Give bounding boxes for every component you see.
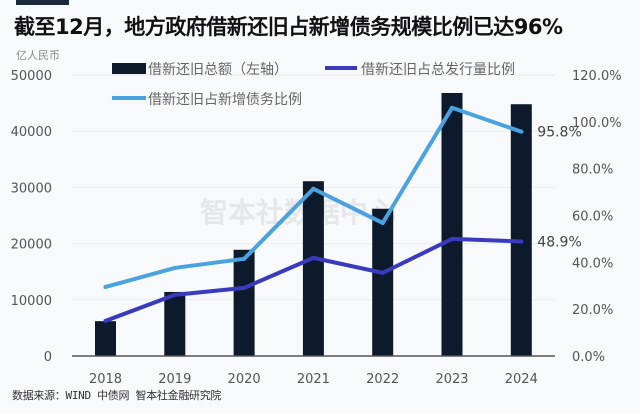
right-axis-tick-label: 100.0% [572, 116, 622, 131]
watermark: 智本社数据中心 [200, 196, 396, 229]
legend-item-total[interactable]: 借新还旧总额（左轴） [112, 62, 288, 78]
left-axis-tick-label: 50000 [11, 69, 52, 84]
line-point [103, 284, 108, 289]
x-axis-tick-label: 2024 [505, 372, 538, 387]
bar-series [95, 92, 532, 356]
right-axis-ticks: 0.0% 20.0% 40.0% 60.0% 80.0% 100.0% 120.0% [572, 69, 622, 365]
legend-swatch-bar [112, 63, 146, 74]
bar-2022[interactable] [372, 208, 394, 356]
x-axis-tick-label: 2019 [158, 372, 191, 387]
line-point [172, 265, 177, 270]
line-point [172, 292, 177, 297]
x-axis-ticks: 2018 2019 2020 2021 2022 2023 2024 [89, 372, 538, 387]
line-point [103, 318, 108, 323]
legend-label-total-ratio: 借新还旧占总发行量比例 [361, 62, 515, 78]
title-accent-bar [16, 0, 69, 5]
right-axis-tick-label: 120.0% [572, 69, 622, 84]
data-labels: 95.8% 48.9% [537, 125, 581, 251]
bar-2023[interactable] [441, 92, 463, 356]
left-axis-tick-label: 10000 [11, 294, 52, 309]
line-series [103, 105, 524, 323]
legend-item-new-debt-ratio[interactable]: 借新还旧占新增债务比例 [112, 92, 302, 108]
data-label: 95.8% [537, 125, 581, 141]
line-point [450, 105, 454, 110]
line-point [380, 270, 385, 275]
data-label: 48.9% [537, 234, 581, 250]
left-axis-ticks: 0 10000 20000 30000 40000 50000 [11, 69, 52, 365]
line-point [380, 220, 385, 225]
legend: 借新还旧总额（左轴） 借新还旧占总发行量比例 借新还旧占新增债务比例 [112, 62, 515, 108]
x-axis-tick-label: 2018 [89, 372, 122, 387]
left-axis-tick-label: 20000 [11, 238, 52, 253]
line-point [242, 285, 247, 290]
chart-title: 截至12月，地方政府借新还旧占新增债务规模比例已达96% [14, 15, 563, 39]
x-axis-tick-label: 2021 [297, 372, 330, 387]
line-point [242, 256, 247, 261]
legend-item-total-ratio[interactable]: 借新还旧占总发行量比例 [325, 62, 515, 78]
bar-2020[interactable] [233, 249, 255, 356]
bar-2019[interactable] [164, 291, 186, 356]
left-axis-tick-label: 0 [44, 350, 52, 365]
left-axis-tick-label: 40000 [11, 125, 52, 140]
right-axis-tick-label: 40.0% [572, 256, 613, 271]
right-axis-tick-label: 20.0% [572, 303, 613, 318]
bar-2024[interactable] [510, 104, 532, 356]
x-axis-tick-label: 2022 [366, 372, 399, 387]
bar-2021[interactable] [302, 181, 324, 356]
x-axis-tick-label: 2020 [228, 372, 261, 387]
line-point [519, 239, 524, 244]
right-axis-tick-label: 80.0% [572, 163, 613, 178]
line-point [311, 255, 316, 260]
legend-label-total: 借新还旧总额（左轴） [148, 62, 288, 78]
bar-2018[interactable] [95, 321, 116, 356]
x-axis-tick-label: 2023 [435, 372, 468, 387]
legend-label-new-debt-ratio: 借新还旧占新增债务比例 [148, 92, 302, 108]
line-point [450, 236, 454, 241]
right-axis-tick-label: 60.0% [572, 210, 613, 225]
left-axis-tick-label: 30000 [11, 181, 52, 196]
line-point [311, 186, 316, 191]
line-point [519, 129, 524, 134]
data-source: 数据来源：WIND 中债网 智本社金融研究院 [12, 389, 222, 402]
right-axis-tick-label: 0.0% [572, 350, 605, 365]
y-axis-unit-label: 亿人民币 [16, 49, 60, 62]
